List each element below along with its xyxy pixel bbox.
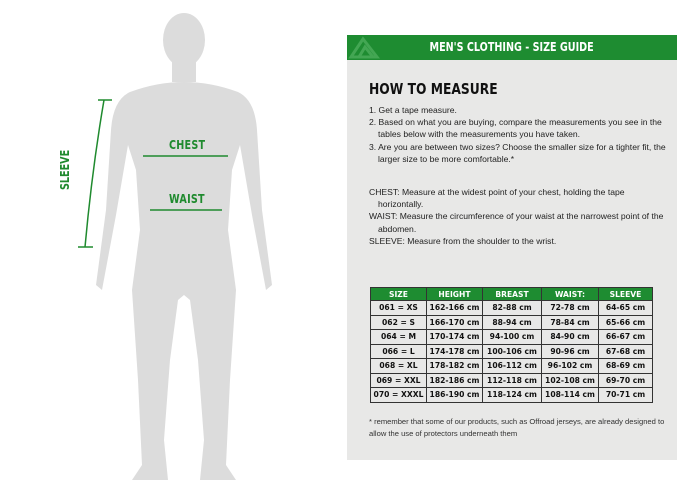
table-row: 061 = XS 162-166 cm 82-88 cm 72-78 cm 64-65 … (370, 300, 653, 316)
table-cell: 178-182 cm (426, 358, 483, 374)
table-cell: 162-166 cm (426, 300, 483, 316)
table-row: 070 = XXXL 186-190 cm 118-124 cm 108-114 cm… (370, 387, 653, 403)
table-cell: 78-84 cm (541, 314, 599, 330)
table-cell: 69-70 cm (598, 372, 653, 388)
footnote: * remember that some of our products, su… (369, 417, 665, 438)
table-cell: 66-67 cm (598, 329, 653, 345)
brand-logo-icon (348, 36, 381, 59)
table-cell: 64-65 cm (598, 300, 653, 316)
table-header-row: SIZE HEIGHT BREAST WAIST: SLEEVE (370, 287, 653, 301)
header-cell: WAIST: (541, 287, 599, 301)
table-cell: 72-78 cm (541, 300, 599, 316)
table-cell: 064 = M (370, 329, 427, 345)
header-cell: BREAST (482, 287, 542, 301)
step-item: 2. Based on what you are buying, compare… (369, 117, 662, 140)
table-cell: 112-118 cm (482, 372, 542, 388)
table-cell: 068 = XL (370, 358, 427, 374)
table-cell: 182-186 cm (426, 372, 483, 388)
table-cell: 100-106 cm (482, 343, 542, 359)
header-cell: SLEEVE (598, 287, 653, 301)
step-item: 1. Get a tape measure. (369, 105, 457, 115)
table-cell: 84-90 cm (541, 329, 599, 345)
chest-label: CHEST (169, 138, 206, 152)
table-cell: 65-66 cm (598, 314, 653, 330)
table-row: 068 = XL 178-182 cm 106-112 cm 96-102 cm 68-… (370, 358, 653, 374)
table-cell: 061 = XS (370, 300, 427, 316)
size-guide-panel: MEN'S CLOTHING - SIZE GUIDE HOW TO MEASU… (347, 35, 677, 460)
table-cell: 88-94 cm (482, 314, 542, 330)
table-cell: 67-68 cm (598, 343, 653, 359)
table-cell: 166-170 cm (426, 314, 483, 330)
how-to-measure-heading: HOW TO MEASURE (369, 80, 498, 98)
definitions-list: CHEST: Measure at the widest point of yo… (369, 186, 669, 247)
table-cell: 062 = S (370, 314, 427, 330)
table-cell: 070 = XXXL (370, 387, 427, 403)
table-cell: 90-96 cm (541, 343, 599, 359)
definition-waist: WAIST: Measure the circumference of your… (369, 211, 664, 234)
table-cell: 186-190 cm (426, 387, 483, 403)
waist-label: WAIST (169, 192, 205, 206)
table-row: 069 = XXL 182-186 cm 112-118 cm 102-108 cm 6… (370, 372, 653, 388)
table-cell: 174-178 cm (426, 343, 483, 359)
table-row: 064 = M 170-174 cm 94-100 cm 84-90 cm 66-67 … (370, 329, 653, 345)
header-cell: SIZE (370, 287, 427, 301)
step-item: 3. Are you are between two sizes? Choose… (369, 141, 666, 164)
table-cell: 94-100 cm (482, 329, 542, 345)
table-cell: 82-88 cm (482, 300, 542, 316)
panel-title: MEN'S CLOTHING - SIZE GUIDE (429, 40, 595, 54)
table-cell: 106-112 cm (482, 358, 542, 374)
sleeve-label: SLEEVE (58, 149, 72, 190)
table-cell: 118-124 cm (482, 387, 542, 403)
table-cell: 70-71 cm (598, 387, 653, 403)
definition-sleeve: SLEEVE: Measure from the shoulder to the… (369, 235, 557, 246)
sleeve-measure-line (84, 99, 105, 248)
table-cell: 108-114 cm (541, 387, 599, 403)
body-silhouette (78, 13, 272, 480)
table-cell: 96-102 cm (541, 358, 599, 374)
table-cell: 68-69 cm (598, 358, 653, 374)
table-cell: 170-174 cm (426, 329, 483, 345)
size-table: SIZE HEIGHT BREAST WAIST: SLEEVE 061 = X… (370, 287, 653, 403)
steps-list: 1. Get a tape measure. 2. Based on what … (369, 104, 669, 165)
panel-header: MEN'S CLOTHING - SIZE GUIDE (347, 35, 677, 60)
table-row: 066 = L 174-178 cm 100-106 cm 90-96 cm 67-68… (370, 343, 653, 359)
header-cell: HEIGHT (426, 287, 483, 301)
table-row: 062 = S 166-170 cm 88-94 cm 78-84 cm 65-66 c… (370, 314, 653, 330)
table-cell: 069 = XXL (370, 372, 427, 388)
table-cell: 102-108 cm (541, 372, 599, 388)
table-cell: 066 = L (370, 343, 427, 359)
definition-chest: CHEST: Measure at the widest point of yo… (369, 187, 625, 210)
